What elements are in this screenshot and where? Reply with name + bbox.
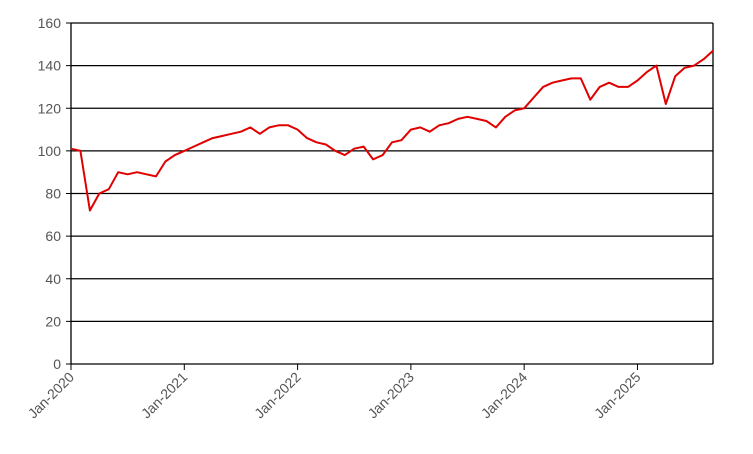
x-tick-label: Jan-2022	[251, 369, 304, 422]
y-tick-label: 0	[53, 356, 61, 372]
y-tick-label: 140	[38, 58, 62, 74]
data-line	[70, 49, 714, 212]
x-tick-label: Jan-2023	[364, 369, 417, 422]
y-tick-label: 40	[45, 271, 61, 287]
y-tick-label: 60	[45, 228, 61, 244]
x-tick-label: Jan-2024	[478, 369, 531, 422]
x-tick-label: Jan-2020	[25, 369, 78, 422]
x-tick-label: Jan-2025	[591, 369, 644, 422]
x-tick-label: Jan-2021	[138, 369, 191, 422]
y-tick-label: 80	[45, 186, 61, 202]
y-tick-label: 120	[38, 100, 62, 116]
y-tick-label: 100	[38, 143, 62, 159]
y-tick-label: 20	[45, 313, 61, 329]
y-tick-label: 160	[38, 15, 62, 31]
